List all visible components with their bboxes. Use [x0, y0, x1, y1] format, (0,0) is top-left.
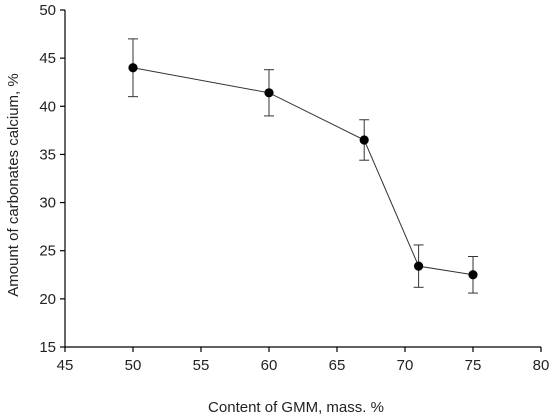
x-tick-label: 75 [465, 357, 482, 374]
data-point [359, 135, 369, 145]
x-tick-label: 45 [57, 357, 74, 374]
x-tick-label: 55 [193, 357, 210, 374]
y-tick-label: 25 [39, 243, 56, 260]
y-tick-label: 15 [39, 339, 56, 356]
data-point [128, 63, 138, 73]
y-tick-label: 35 [39, 146, 56, 163]
data-point [264, 88, 274, 98]
y-tick-label: 20 [39, 291, 56, 308]
y-tick-label: 50 [39, 2, 56, 19]
data-markers [128, 63, 478, 280]
series-line [132, 67, 474, 276]
x-tick-label: 60 [261, 357, 278, 374]
x-tick-label: 80 [533, 357, 550, 374]
x-tick-label: 65 [329, 357, 346, 374]
tick-labels: 15 20 25 30 35 40 45 50 45 50 55 60 65 70 75 80 [39, 2, 549, 374]
y-axis-title: Amount of carbonates calcium, % [5, 73, 22, 296]
x-axis-title: Content of GMM, mass. % [208, 399, 384, 416]
data-point [414, 261, 424, 271]
x-tick-label: 50 [125, 357, 142, 374]
y-tick-label: 45 [39, 50, 56, 67]
data-point [468, 270, 478, 280]
chart-axes [60, 9, 542, 352]
y-tick-label: 40 [39, 98, 56, 115]
x-tick-label: 70 [397, 357, 414, 374]
series-line-group [132, 67, 474, 276]
y-tick-label: 30 [39, 195, 56, 212]
